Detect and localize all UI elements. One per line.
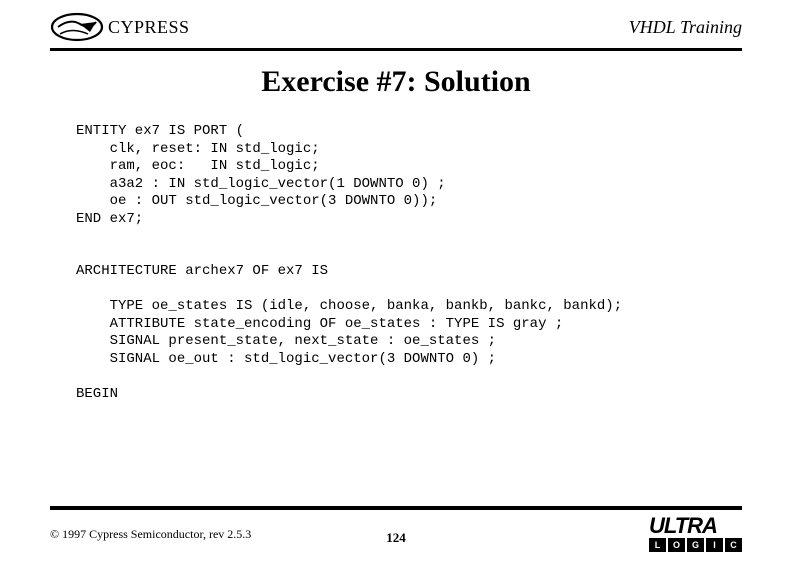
cypress-logo: CYPRESS (50, 12, 190, 42)
page-number: 124 (386, 530, 406, 546)
slide-footer: © 1997 Cypress Semiconductor, rev 2.5.3 … (0, 506, 792, 552)
code-line: clk, reset: IN std_logic; (76, 141, 320, 157)
footer-row: © 1997 Cypress Semiconductor, rev 2.5.3 … (50, 516, 742, 552)
footer-rule (50, 506, 742, 510)
slide-header: CYPRESS VHDL Training (0, 0, 792, 48)
code-line: ARCHITECTURE archex7 OF ex7 IS (76, 263, 328, 279)
header-rule (50, 48, 742, 51)
code-line: a3a2 : IN std_logic_vector(1 DOWNTO 0) ; (76, 176, 446, 192)
copyright-text: © 1997 Cypress Semiconductor, rev 2.5.3 (50, 527, 251, 542)
logic-letter: L (649, 538, 666, 552)
code-line: SIGNAL oe_out : std_logic_vector(3 DOWNT… (76, 351, 496, 367)
logic-letter: I (706, 538, 723, 552)
code-line: TYPE oe_states IS (idle, choose, banka, … (76, 298, 622, 314)
ultra-word: ULTRA (649, 516, 717, 536)
code-block-entity: ENTITY ex7 IS PORT ( clk, reset: IN std_… (76, 123, 716, 403)
slide-title: Exercise #7: Solution (0, 65, 792, 99)
training-label: VHDL Training (629, 17, 742, 38)
code-line: ENTITY ex7 IS PORT ( (76, 123, 244, 139)
code-line: END ex7; (76, 211, 143, 227)
code-line: ATTRIBUTE state_encoding OF oe_states : … (76, 316, 563, 332)
logic-letter: O (668, 538, 685, 552)
code-line: BEGIN (76, 386, 118, 402)
cypress-brand-text: CYPRESS (108, 17, 190, 38)
logic-letter: C (725, 538, 742, 552)
logic-letter-row: L O G I C (649, 538, 742, 552)
header-row: CYPRESS VHDL Training (50, 12, 742, 48)
ultra-logic-logo: ULTRA L O G I C (649, 516, 742, 552)
code-line: ram, eoc: IN std_logic; (76, 158, 320, 174)
code-line: oe : OUT std_logic_vector(3 DOWNTO 0)); (76, 193, 437, 209)
cypress-mark-icon (50, 12, 104, 42)
logic-letter: G (687, 538, 704, 552)
code-line: SIGNAL present_state, next_state : oe_st… (76, 333, 496, 349)
